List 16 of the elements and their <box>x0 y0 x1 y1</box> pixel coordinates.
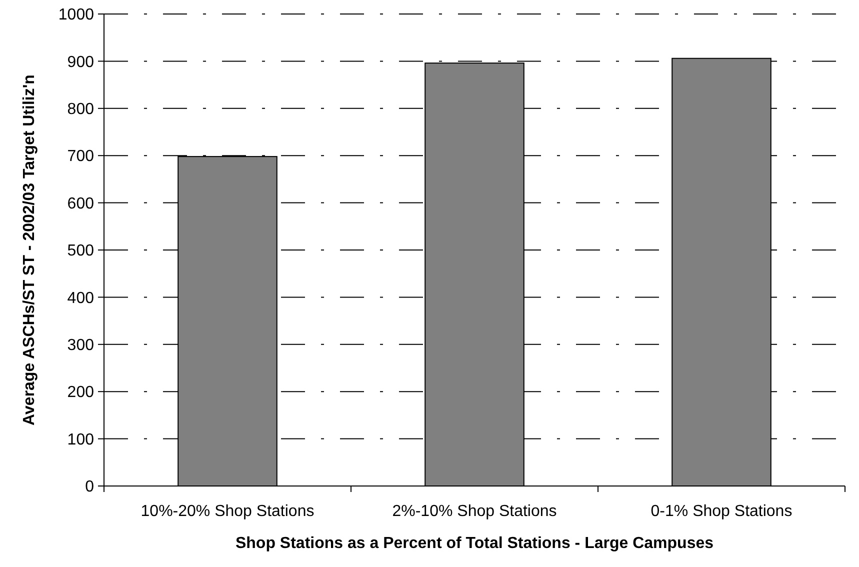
y-tick-label: 600 <box>67 195 94 212</box>
x-tick-label: 10%-20% Shop Stations <box>140 503 314 520</box>
y-tick-label: 900 <box>67 54 94 71</box>
y-axis-title: Average ASCHs/ST ST - 2002/03 Target Utiliz'n <box>21 74 38 426</box>
x-tick-label: 2%-10% Shop Stations <box>392 503 557 520</box>
y-tick-label: 500 <box>67 242 94 260</box>
y-tick-label: 200 <box>67 384 94 402</box>
x-tick-label: 0-1% Shop Stations <box>650 503 792 520</box>
y-tick-label: 700 <box>67 148 94 166</box>
y-tick-label: 100 <box>67 431 94 448</box>
y-tick-label: 400 <box>67 290 94 307</box>
y-tick-label: 800 <box>67 101 94 118</box>
y-tick-label: 1000 <box>58 6 94 24</box>
x-axis-title: Shop Stations as a Percent of Total Stations - Large Campuses <box>235 535 714 552</box>
y-tick-label: 300 <box>67 337 94 354</box>
y-tick-label: 0 <box>85 478 94 496</box>
